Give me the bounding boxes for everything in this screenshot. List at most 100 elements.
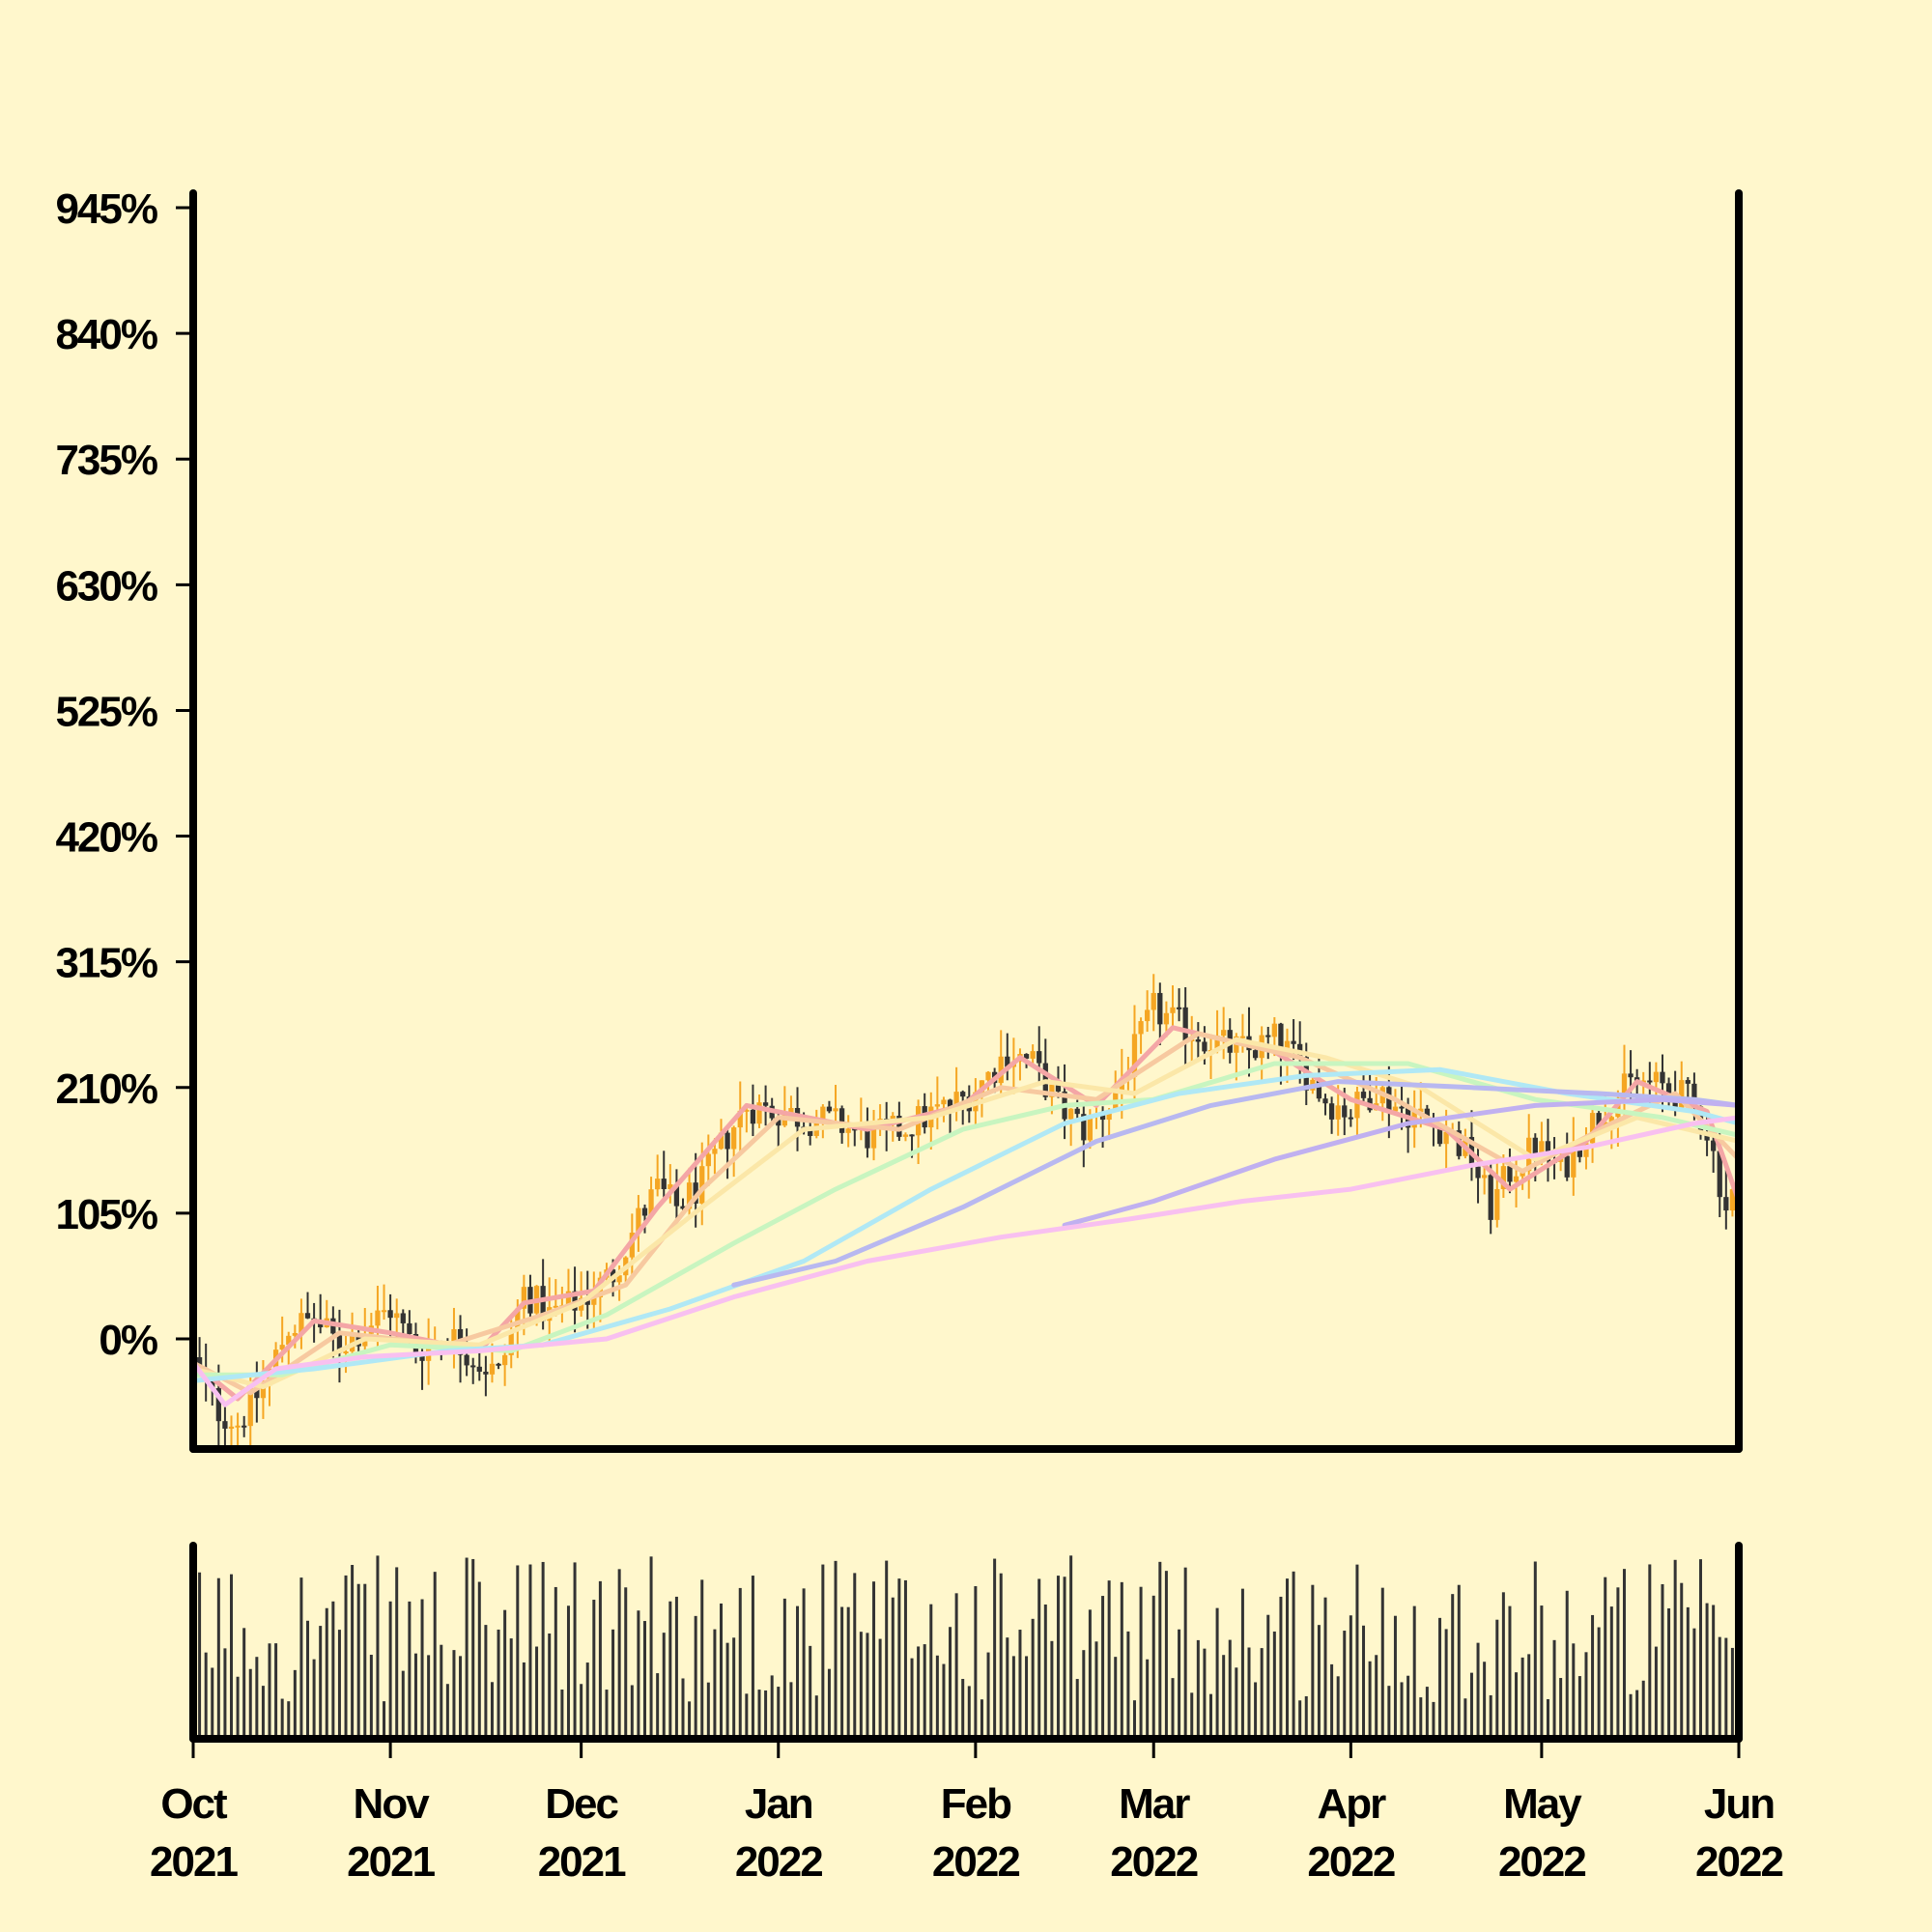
candle-body (336, 1333, 343, 1353)
volume-bar (566, 1605, 570, 1739)
x-tick-label-month: Feb (941, 1780, 1011, 1828)
x-tick-label-month: Oct (160, 1780, 228, 1828)
candle-body (1436, 1123, 1443, 1145)
candle-body (286, 1335, 292, 1346)
volume-bar (503, 1609, 507, 1739)
volume-bars (191, 1555, 1741, 1739)
candle-body (1221, 1030, 1227, 1037)
volume-bar (1031, 1618, 1035, 1739)
candle (998, 1030, 1004, 1096)
candle-body (1278, 1023, 1284, 1056)
volume-bar (459, 1656, 463, 1739)
volume-bar (522, 1662, 526, 1739)
volume-bar (637, 1610, 640, 1739)
candle-body (1564, 1155, 1570, 1178)
candle-body (1348, 1117, 1353, 1120)
x-tick-label-month: Nov (354, 1780, 431, 1828)
candle-body (565, 1291, 572, 1306)
volume-bar (1355, 1564, 1359, 1739)
candle (496, 1362, 501, 1370)
x-tick-label-year: 2022 (1307, 1838, 1394, 1886)
volume-bar (700, 1579, 704, 1739)
volume-bar (1349, 1615, 1352, 1739)
volume-bar (993, 1558, 997, 1739)
candle (222, 1406, 228, 1449)
volume-bar (1063, 1577, 1066, 1739)
candle (680, 1198, 686, 1210)
moving-averages (190, 1025, 1742, 1407)
volume-bar (1126, 1631, 1130, 1739)
volume-bar (306, 1620, 310, 1739)
volume-bar (611, 1629, 615, 1739)
volume-bar (1654, 1646, 1658, 1739)
candle (1723, 1169, 1729, 1230)
candle-body (247, 1387, 253, 1427)
volume-bar (1203, 1648, 1207, 1739)
candle-body (985, 1071, 991, 1081)
y-tick-label: 735% (55, 437, 156, 484)
volume-bar (694, 1615, 697, 1739)
candle-body (210, 1378, 215, 1389)
volume-bar (1400, 1682, 1404, 1739)
volume-bar (745, 1693, 749, 1739)
y-tick-label: 945% (55, 185, 156, 233)
candle (648, 1177, 654, 1217)
candle-body (553, 1305, 558, 1308)
candle-body (934, 1104, 941, 1107)
candle (1195, 1022, 1201, 1061)
volume-bar (1368, 1661, 1372, 1739)
volume-bar (248, 1668, 252, 1739)
moving-average-line-3 (190, 1037, 1742, 1390)
volume-bar (319, 1626, 323, 1739)
candle (451, 1307, 457, 1369)
candle-body (636, 1208, 641, 1234)
candle-body (1481, 1175, 1488, 1179)
candle (636, 1195, 641, 1252)
candle (1081, 1103, 1087, 1168)
volume-bar (1559, 1678, 1563, 1739)
volume-bar (554, 1586, 557, 1739)
candle-body (1023, 1054, 1030, 1059)
y-tick-label: 0% (99, 1317, 156, 1364)
candle-body (852, 1128, 858, 1131)
volume-bar (287, 1701, 291, 1739)
candle-body (1074, 1108, 1080, 1115)
candle-body (419, 1355, 425, 1361)
volume-bar (413, 1653, 417, 1739)
volume-bar (1692, 1628, 1696, 1739)
candle-body (1176, 1007, 1182, 1009)
volume-bar (261, 1686, 265, 1739)
candle-body (591, 1297, 597, 1305)
volume-bar (490, 1682, 494, 1739)
volume-bar (198, 1572, 202, 1739)
candle (1068, 1108, 1074, 1147)
volume-bar (605, 1690, 609, 1739)
volume-bar (356, 1583, 360, 1739)
x-tick-label-month: Jun (1704, 1780, 1774, 1828)
candle-body (1239, 1036, 1246, 1038)
candle-body (718, 1132, 724, 1150)
candle-body (540, 1286, 546, 1321)
candle (318, 1293, 324, 1334)
x-tick-label-month: Dec (545, 1780, 618, 1828)
volume-bar (585, 1662, 589, 1739)
volume-bar (1483, 1662, 1487, 1739)
volume-bar (1158, 1561, 1162, 1739)
candle-body (1138, 1021, 1144, 1035)
volume-bar (1515, 1672, 1519, 1739)
volume-bar (1469, 1672, 1473, 1739)
candle (298, 1298, 304, 1350)
volume-bar (917, 1646, 921, 1739)
volume-bar (560, 1690, 564, 1739)
x-tick-label-year: 2021 (538, 1838, 626, 1886)
candle-body (196, 1357, 203, 1369)
candle-body (1399, 1106, 1405, 1109)
volume-bar (1705, 1603, 1709, 1739)
candle-body (776, 1118, 781, 1126)
volume-bar (840, 1606, 844, 1739)
volume-bar (1463, 1698, 1467, 1739)
x-tick-label-year: 2022 (1498, 1838, 1585, 1886)
volume-bar (1272, 1631, 1276, 1739)
candle-body (242, 1425, 247, 1428)
candle-body (668, 1183, 673, 1189)
